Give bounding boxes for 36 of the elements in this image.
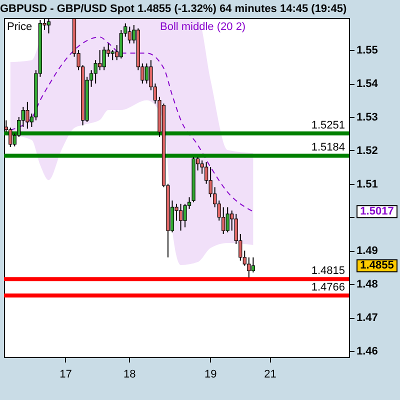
candlestick <box>94 60 98 84</box>
y-tick-label: 1.55 <box>356 44 378 57</box>
candlestick <box>128 26 132 44</box>
line-series <box>10 36 254 212</box>
candlestick <box>183 203 187 228</box>
y-tick-label: 1.49 <box>356 245 378 258</box>
candlestick <box>102 46 106 71</box>
x-tick-label: 18 <box>124 368 136 380</box>
ref-line-label: 1.4766 <box>311 281 345 294</box>
annotation: Price <box>7 21 32 33</box>
y-tick-label: 1.46 <box>356 345 378 358</box>
ref-line-label: 1.5251 <box>311 119 345 132</box>
y-tick-label: 1.47 <box>356 312 378 324</box>
text: 1.4855 <box>360 260 394 272</box>
candlestick <box>251 256 255 273</box>
candlestick <box>110 50 114 61</box>
x-tick-label: 19 <box>204 368 217 380</box>
x-tick-label: 17 <box>60 368 72 380</box>
ref-line-label: 1.4815 <box>311 265 345 278</box>
y-tick-label: 1.48 <box>356 278 378 291</box>
candlestick <box>226 206 230 233</box>
candlestick <box>178 203 183 232</box>
ref-line-label: 1.5184 <box>311 142 345 154</box>
candlestick <box>26 101 30 130</box>
x-tick-label: 21 <box>264 368 276 380</box>
text: Boll middle (20 2) <box>160 21 246 33</box>
text: 1.5017 <box>360 206 394 218</box>
y-tick-label: 1.53 <box>356 111 378 124</box>
y-tick-label: 1.51 <box>356 178 378 190</box>
y-tick-label: 1.52 <box>356 144 378 157</box>
chart-title: GBPUSD - GBP/USD Spot 1.4855 (-1.32%) 64 minutes 14:45 (19:45) <box>0 3 347 15</box>
candlestick <box>8 127 12 148</box>
candlestick <box>247 256 251 278</box>
candlestick <box>222 206 226 234</box>
candlestick <box>119 30 123 59</box>
y-tick-label: 1.54 <box>356 78 379 90</box>
